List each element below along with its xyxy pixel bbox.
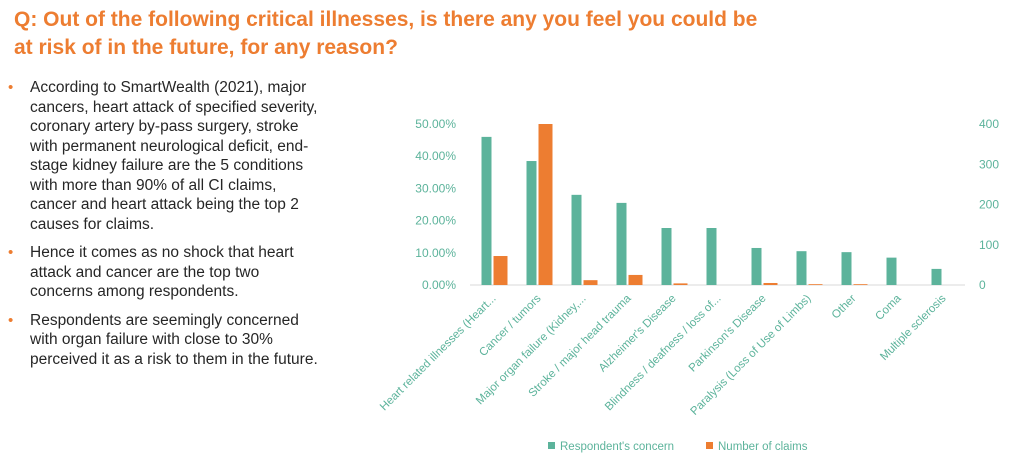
- bar-respondents-concern: [526, 161, 537, 285]
- legend-swatch: [706, 442, 713, 449]
- legend-swatch: [548, 442, 555, 449]
- bar-respondents-concern: [796, 251, 807, 285]
- bar-respondents-concern: [841, 252, 852, 285]
- y-left-tick-label: 20.00%: [415, 214, 456, 228]
- x-category-label: Parkinson's Disease: [687, 293, 769, 375]
- illness-risk-chart: 0.00% 10.00% 20.00% 30.00% 40.00% 50.00% 0 100 2…: [378, 117, 999, 453]
- y-right-tick-label: 100: [979, 238, 999, 252]
- bullet-text: According to SmartWealth (2021), major c…: [30, 79, 318, 233]
- y-left-tick-label: 30.00%: [415, 181, 456, 195]
- y-left-tick-label: 10.00%: [415, 246, 456, 260]
- bullet-dot-icon: •: [8, 79, 14, 96]
- bar-respondents-concern: [616, 202, 627, 285]
- bar-number-of-claims: [808, 284, 823, 285]
- bar-number-of-claims: [493, 256, 508, 285]
- y-right-tick-label: 0: [979, 278, 986, 292]
- y-left-tick-label: 40.00%: [415, 149, 456, 163]
- y-left-tick-label: 0.00%: [422, 278, 456, 292]
- brand-label: insurance: [919, 0, 966, 3]
- bullet-item: • Respondents are seemingly concerned wit…: [8, 311, 318, 370]
- bar-number-of-claims: [628, 274, 643, 285]
- x-category-label: Alzheimer's Disease: [597, 293, 679, 375]
- x-category-label: Other: [830, 293, 859, 322]
- bar-number-of-claims: [538, 124, 553, 285]
- y-right-tick-label: 300: [979, 157, 999, 171]
- bullet-item: • Hence it comes as no shock that heart a…: [8, 243, 318, 302]
- bar-number-of-claims: [763, 282, 778, 285]
- bar-respondents-concern: [706, 228, 717, 285]
- bar-respondents-concern: [481, 136, 492, 285]
- bullet-list: • According to SmartWealth (2021), major …: [8, 78, 318, 378]
- bar-respondents-concern: [661, 228, 672, 285]
- bullet-dot-icon: •: [8, 311, 14, 329]
- y-right-tick-label: 200: [979, 198, 999, 212]
- bar-number-of-claims: [583, 280, 598, 285]
- x-category-label: Coma: [873, 292, 904, 323]
- bullet-text: Respondents are seemingly concerned with…: [30, 311, 318, 368]
- bullet-text: Hence it comes as no shock that heart at…: [30, 244, 294, 300]
- page-title: Q: Out of the following critical illness…: [14, 8, 758, 59]
- bar-respondents-concern: [751, 247, 762, 285]
- legend-label: Respondent's concern: [560, 441, 674, 453]
- y-left-tick-label: 50.00%: [415, 117, 456, 131]
- bullet-item: • According to SmartWealth (2021), major …: [8, 78, 318, 234]
- bar-respondents-concern: [886, 257, 897, 285]
- bar-number-of-claims: [853, 284, 868, 285]
- bullet-dot-icon: •: [8, 244, 14, 261]
- bar-respondents-concern: [931, 268, 942, 285]
- y-right-tick-label: 400: [979, 117, 999, 131]
- bar-number-of-claims: [673, 283, 688, 285]
- bar-respondents-concern: [571, 194, 582, 285]
- legend-label: Number of claims: [718, 441, 808, 453]
